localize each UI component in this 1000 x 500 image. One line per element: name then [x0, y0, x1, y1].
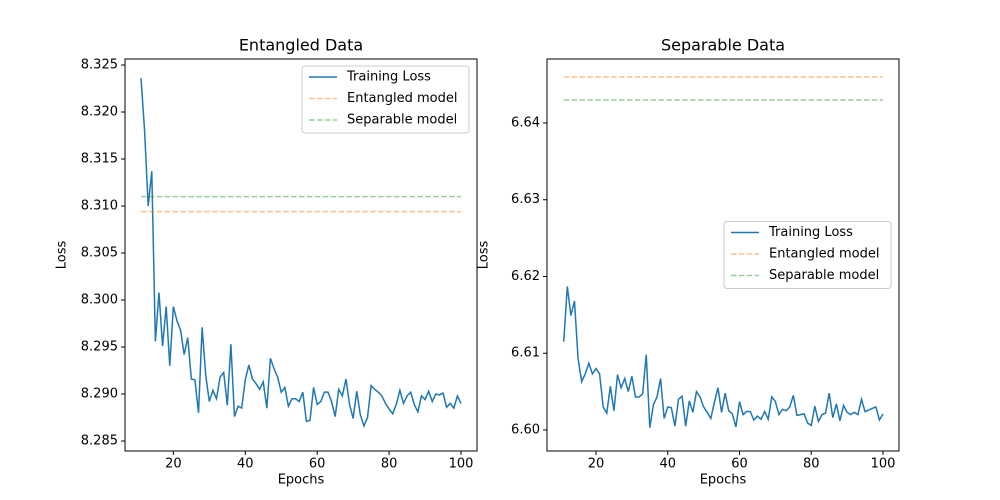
chart-title: Entangled Data [239, 36, 363, 55]
x-tick-label: 80 [381, 457, 398, 472]
legend-box [723, 221, 892, 289]
y-axis-label: Loss [55, 241, 70, 270]
x-tick-label: 40 [659, 457, 676, 472]
x-tick-label: 40 [237, 457, 254, 472]
x-tick-label: 20 [588, 457, 605, 472]
legend-label: Training Loss [768, 225, 853, 240]
y-tick-label: 8.325 [81, 58, 118, 73]
x-tick-label: 60 [731, 457, 748, 472]
axes-frame [124, 58, 478, 452]
y-tick-label: 8.320 [81, 105, 118, 120]
series-line [562, 286, 884, 428]
legend-label: Entangled model [769, 247, 879, 262]
y-tick-label: 8.295 [81, 340, 118, 355]
y-tick-label: 8.290 [81, 387, 118, 402]
legend-label: Entangled model [347, 91, 457, 106]
y-tick-label: 8.315 [81, 152, 118, 167]
series-line [140, 78, 462, 429]
y-tick-label: 6.64 [511, 116, 540, 131]
x-axis-label: Epochs [700, 473, 747, 488]
y-tick-label: 8.285 [81, 434, 118, 449]
chart-title: Separable Data [661, 36, 785, 55]
x-axis-label: Epochs [278, 473, 325, 488]
x-tick-label: 60 [309, 457, 326, 472]
axes-frame [546, 58, 900, 452]
legend-label: Training Loss [346, 70, 431, 85]
x-tick-label: 20 [165, 457, 182, 472]
y-tick-label: 6.62 [511, 269, 540, 284]
y-tick-label: 8.300 [81, 293, 118, 308]
y-tick-label: 8.305 [81, 246, 118, 261]
x-tick-label: 100 [449, 457, 474, 472]
legend-label: Separable model [347, 113, 457, 128]
x-tick-label: 100 [871, 457, 896, 472]
y-tick-label: 6.63 [511, 192, 540, 207]
y-axis-label: Loss [477, 241, 492, 270]
legend-box [301, 65, 470, 134]
x-tick-label: 80 [803, 457, 820, 472]
legend-label: Separable model [769, 268, 879, 283]
y-tick-label: 6.61 [511, 346, 540, 361]
y-tick-label: 6.60 [511, 422, 540, 437]
legend: Training Loss Entangled model Separable mo… [723, 221, 892, 289]
y-tick-label: 8.310 [81, 199, 118, 214]
legend: Training Loss Entangled model Separable mo… [301, 65, 470, 134]
